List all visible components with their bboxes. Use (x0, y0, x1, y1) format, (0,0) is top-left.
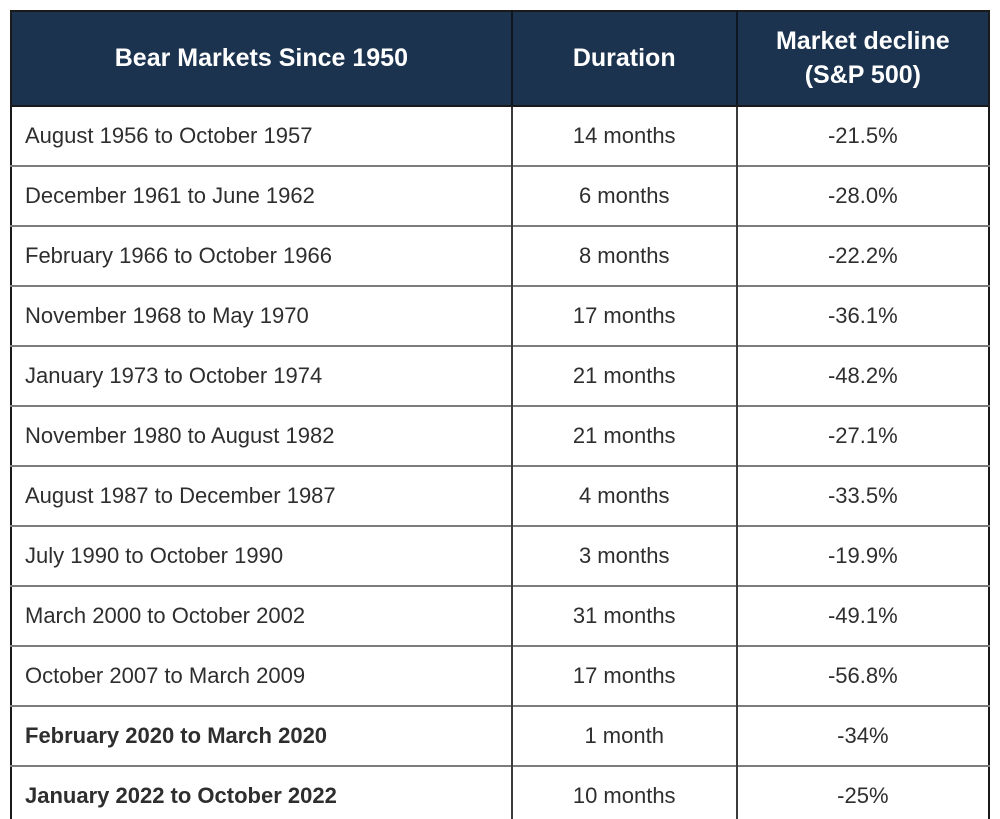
period-cell: January 2022 to October 2022 (11, 765, 512, 819)
duration-cell: 4 months (510, 465, 737, 526)
table-row: March 2000 to October 2002 31 months -49… (11, 585, 989, 646)
decline-cell: -56.8% (735, 645, 989, 706)
table-row: August 1956 to October 1957 14 months -2… (11, 105, 989, 166)
duration-cell: 10 months (510, 765, 737, 819)
period-cell: August 1956 to October 1957 (11, 105, 512, 166)
duration-cell: 6 months (510, 165, 737, 226)
column-header-period: Bear Markets Since 1950 (11, 11, 512, 107)
bear-markets-table-wrap: Bear Markets Since 1950 Duration Market … (10, 10, 990, 819)
duration-cell: 17 months (510, 645, 737, 706)
decline-cell: -49.1% (735, 585, 989, 646)
table-row: November 1968 to May 1970 17 months -36.… (11, 285, 989, 346)
duration-cell: 3 months (510, 525, 737, 586)
duration-cell: 21 months (510, 345, 737, 406)
table-row: December 1961 to June 1962 6 months -28.… (11, 165, 989, 226)
period-cell: December 1961 to June 1962 (11, 165, 512, 226)
period-cell: March 2000 to October 2002 (11, 585, 512, 646)
period-cell: November 1980 to August 1982 (11, 405, 512, 466)
table-row: February 1966 to October 1966 8 months -… (11, 225, 989, 286)
decline-cell: -48.2% (735, 345, 989, 406)
period-cell: November 1968 to May 1970 (11, 285, 512, 346)
period-cell: August 1987 to December 1987 (11, 465, 512, 526)
table-row: August 1987 to December 1987 4 months -3… (11, 465, 989, 526)
table-body: August 1956 to October 1957 14 months -2… (11, 105, 989, 819)
duration-cell: 17 months (510, 285, 737, 346)
duration-cell: 31 months (510, 585, 737, 646)
decline-cell: -28.0% (735, 165, 989, 226)
decline-cell: -33.5% (735, 465, 989, 526)
bear-markets-table: Bear Markets Since 1950 Duration Market … (10, 10, 990, 819)
period-cell: October 2007 to March 2009 (11, 645, 512, 706)
decline-cell: -22.2% (735, 225, 989, 286)
decline-cell: -21.5% (735, 105, 989, 166)
table-row: July 1990 to October 1990 3 months -19.9… (11, 525, 989, 586)
duration-cell: 21 months (510, 405, 737, 466)
duration-cell: 8 months (510, 225, 737, 286)
period-cell: July 1990 to October 1990 (11, 525, 512, 586)
period-cell: February 2020 to March 2020 (11, 705, 512, 766)
duration-cell: 1 month (510, 705, 737, 766)
decline-cell: -25% (735, 765, 989, 819)
decline-cell: -19.9% (735, 525, 989, 586)
period-cell: February 1966 to October 1966 (11, 225, 512, 286)
decline-cell: -27.1% (735, 405, 989, 466)
table-row: January 2022 to October 2022 10 months -… (11, 765, 989, 819)
decline-cell: -36.1% (735, 285, 989, 346)
decline-cell: -34% (735, 705, 989, 766)
table-row: January 1973 to October 1974 21 months -… (11, 345, 989, 406)
table-row: February 2020 to March 2020 1 month -34% (11, 705, 989, 766)
column-header-duration: Duration (510, 11, 737, 107)
duration-cell: 14 months (510, 105, 737, 166)
table-header: Bear Markets Since 1950 Duration Market … (11, 11, 989, 107)
table-row: October 2007 to March 2009 17 months -56… (11, 645, 989, 706)
header-row: Bear Markets Since 1950 Duration Market … (11, 11, 989, 107)
table-row: November 1980 to August 1982 21 months -… (11, 405, 989, 466)
period-cell: January 1973 to October 1974 (11, 345, 512, 406)
column-header-decline: Market decline (S&P 500) (735, 11, 989, 107)
